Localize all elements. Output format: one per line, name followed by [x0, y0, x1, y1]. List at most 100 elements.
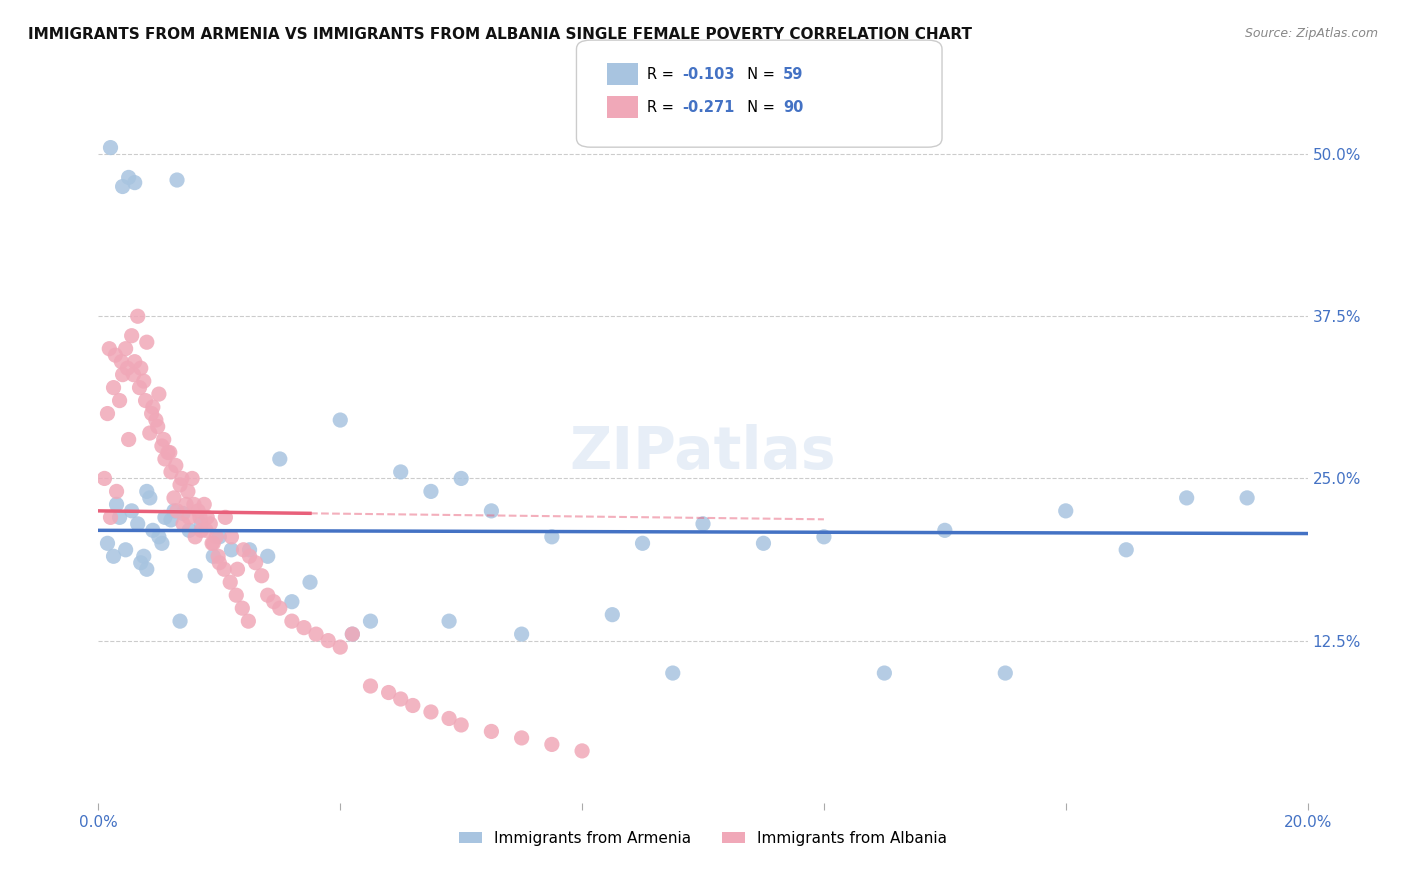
- Immigrants from Albania: [135, 335, 157, 350]
- Immigrants from Albania: [127, 310, 149, 324]
- Immigrants from Albania: [269, 601, 291, 615]
- Immigrants from Armenia: [139, 491, 162, 505]
- Immigrants from Armenia: [172, 507, 194, 521]
- Immigrants from Armenia: [692, 516, 714, 531]
- Immigrants from Armenia: [1115, 542, 1137, 557]
- Immigrants from Albania: [132, 374, 155, 388]
- Immigrants from Albania: [108, 393, 131, 408]
- Immigrants from Albania: [169, 478, 191, 492]
- Immigrants from Albania: [165, 458, 187, 473]
- Immigrants from Albania: [450, 718, 472, 732]
- Immigrants from Armenia: [160, 513, 183, 527]
- Immigrants from Armenia: [135, 562, 157, 576]
- Immigrants from Albania: [163, 491, 186, 505]
- Immigrants from Albania: [389, 692, 412, 706]
- Immigrants from Albania: [124, 354, 146, 368]
- Immigrants from Albania: [121, 328, 143, 343]
- Immigrants from Armenia: [481, 504, 503, 518]
- Immigrants from Albania: [420, 705, 443, 719]
- Immigrants from Albania: [117, 361, 139, 376]
- Immigrants from Armenia: [873, 666, 896, 681]
- Immigrants from Armenia: [114, 542, 136, 557]
- Immigrants from Albania: [111, 368, 134, 382]
- Immigrants from Armenia: [118, 170, 141, 185]
- Immigrants from Albania: [148, 387, 170, 401]
- Immigrants from Albania: [122, 368, 145, 382]
- Immigrants from Albania: [193, 497, 215, 511]
- Legend: Immigrants from Armenia, Immigrants from Albania: Immigrants from Armenia, Immigrants from…: [453, 825, 953, 852]
- Immigrants from Armenia: [111, 179, 134, 194]
- Text: ZIPatlas: ZIPatlas: [569, 424, 837, 481]
- Immigrants from Albania: [571, 744, 593, 758]
- Immigrants from Albania: [342, 627, 364, 641]
- Immigrants from Albania: [200, 516, 222, 531]
- Immigrants from Albania: [100, 510, 122, 524]
- Immigrants from Albania: [219, 575, 242, 590]
- Immigrants from Armenia: [121, 504, 143, 518]
- Immigrants from Albania: [250, 568, 273, 582]
- Immigrants from Armenia: [329, 413, 352, 427]
- Immigrants from Armenia: [103, 549, 125, 564]
- Immigrants from Armenia: [1175, 491, 1198, 505]
- Immigrants from Albania: [316, 633, 339, 648]
- Immigrants from Albania: [160, 465, 183, 479]
- Immigrants from Albania: [177, 484, 200, 499]
- Immigrants from Armenia: [661, 666, 683, 681]
- Immigrants from Albania: [128, 381, 150, 395]
- Immigrants from Armenia: [169, 614, 191, 628]
- Immigrants from Armenia: [256, 549, 278, 564]
- Immigrants from Armenia: [208, 530, 231, 544]
- Immigrants from Albania: [195, 510, 218, 524]
- Immigrants from Albania: [232, 542, 254, 557]
- Immigrants from Albania: [156, 445, 179, 459]
- Immigrants from Albania: [402, 698, 425, 713]
- Immigrants from Armenia: [813, 530, 835, 544]
- Immigrants from Armenia: [142, 524, 165, 538]
- Immigrants from Armenia: [631, 536, 654, 550]
- Immigrants from Albania: [245, 556, 267, 570]
- Immigrants from Armenia: [360, 614, 382, 628]
- Immigrants from Albania: [377, 685, 399, 699]
- Immigrants from Armenia: [299, 575, 322, 590]
- Immigrants from Albania: [207, 549, 229, 564]
- Immigrants from Armenia: [153, 510, 176, 524]
- Immigrants from Armenia: [166, 173, 188, 187]
- Immigrants from Albania: [179, 510, 201, 524]
- Immigrants from Albania: [166, 504, 188, 518]
- Immigrants from Albania: [225, 588, 247, 602]
- Immigrants from Armenia: [934, 524, 956, 538]
- Immigrants from Armenia: [108, 510, 131, 524]
- Immigrants from Armenia: [184, 568, 207, 582]
- Immigrants from Albania: [238, 614, 260, 628]
- Immigrants from Armenia: [100, 140, 122, 154]
- Immigrants from Albania: [135, 393, 157, 408]
- Immigrants from Armenia: [1054, 504, 1077, 518]
- Immigrants from Albania: [93, 471, 115, 485]
- Immigrants from Albania: [540, 738, 562, 752]
- Immigrants from Albania: [329, 640, 352, 654]
- Immigrants from Albania: [292, 621, 315, 635]
- Immigrants from Armenia: [239, 542, 262, 557]
- Immigrants from Armenia: [179, 524, 201, 538]
- Immigrants from Armenia: [342, 627, 364, 641]
- Immigrants from Albania: [510, 731, 533, 745]
- Immigrants from Armenia: [389, 465, 412, 479]
- Immigrants from Albania: [437, 711, 460, 725]
- Immigrants from Albania: [305, 627, 328, 641]
- Immigrants from Armenia: [1236, 491, 1258, 505]
- Immigrants from Armenia: [163, 504, 186, 518]
- Immigrants from Armenia: [437, 614, 460, 628]
- Immigrants from Armenia: [420, 484, 443, 499]
- Text: 59: 59: [783, 67, 803, 81]
- Immigrants from Albania: [98, 342, 121, 356]
- Immigrants from Albania: [201, 536, 224, 550]
- Immigrants from Armenia: [540, 530, 562, 544]
- Immigrants from Albania: [214, 510, 236, 524]
- Immigrants from Albania: [183, 497, 205, 511]
- Immigrants from Albania: [226, 562, 249, 576]
- Immigrants from Armenia: [96, 536, 118, 550]
- Immigrants from Albania: [212, 562, 235, 576]
- Immigrants from Albania: [139, 425, 162, 440]
- Immigrants from Armenia: [221, 542, 243, 557]
- Immigrants from Albania: [360, 679, 382, 693]
